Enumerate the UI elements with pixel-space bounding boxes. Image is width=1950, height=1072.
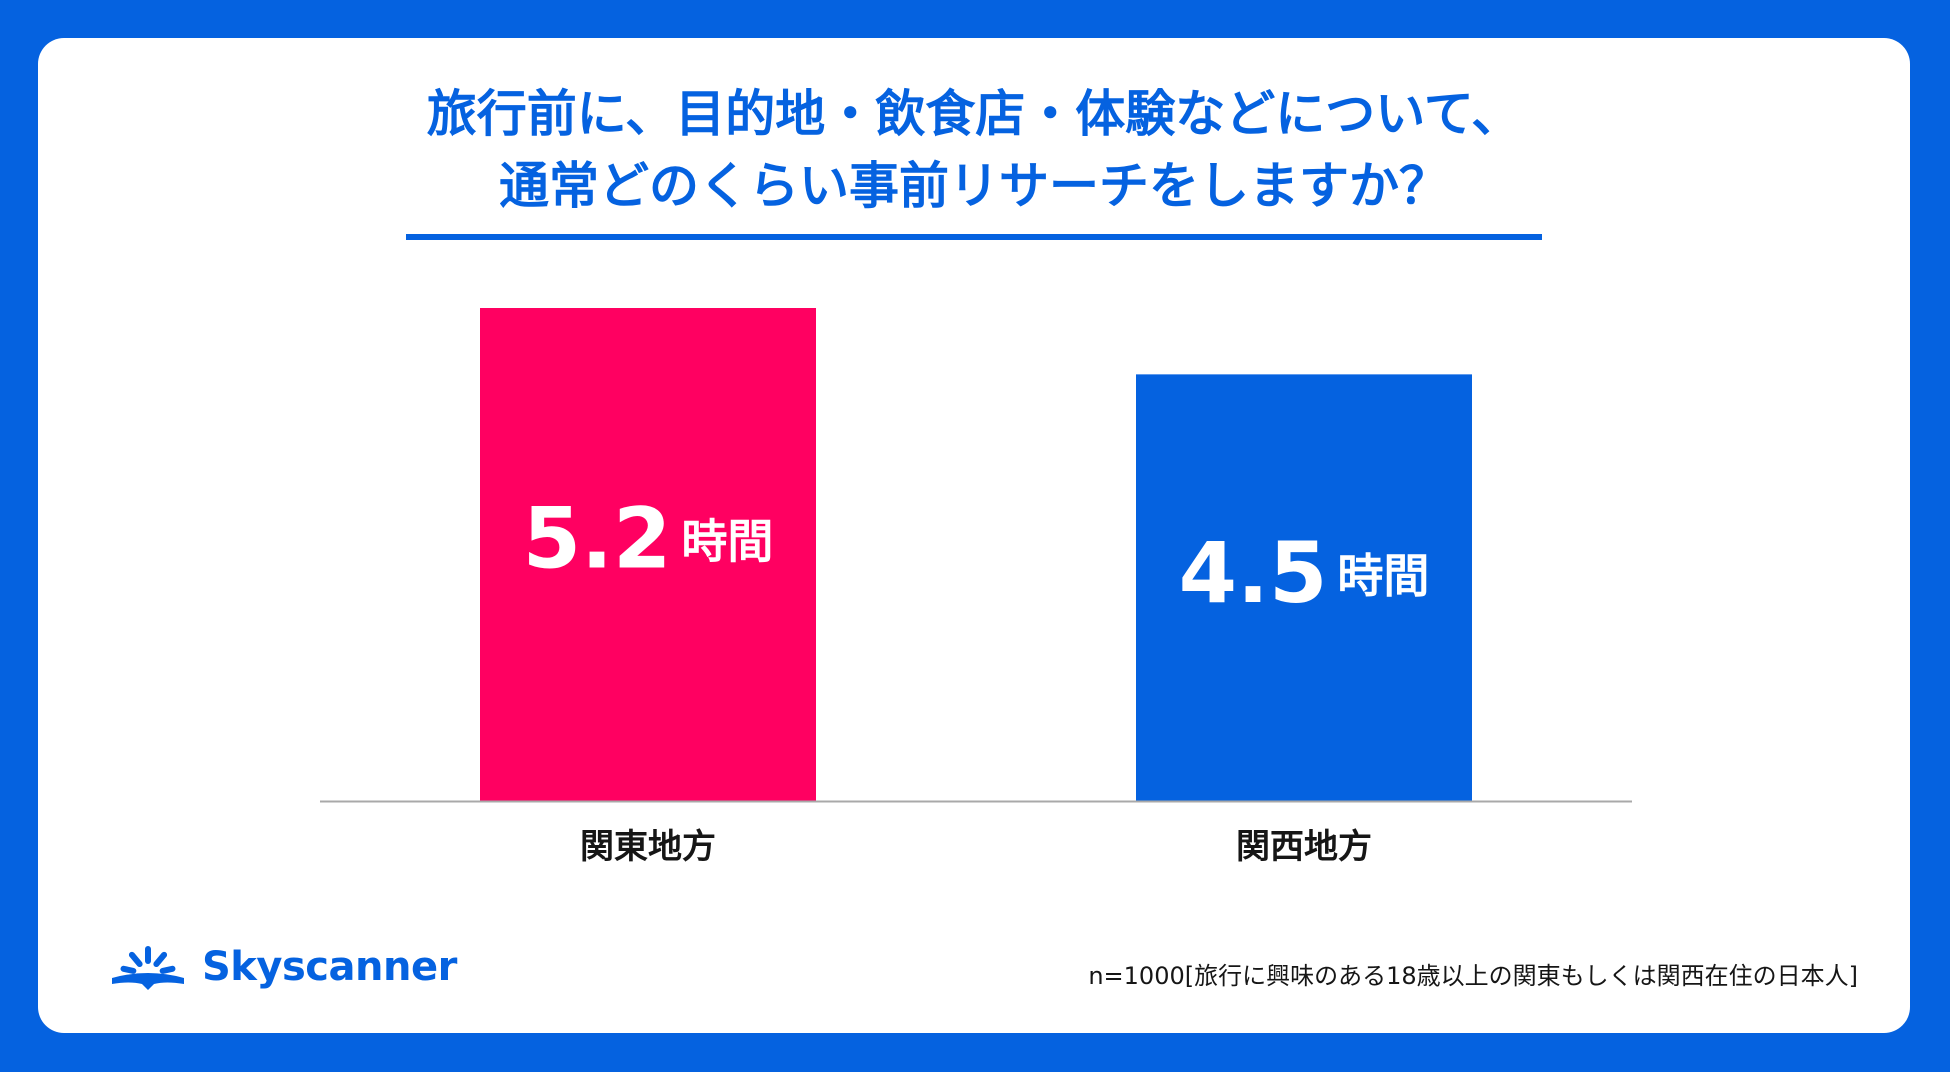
chart-title-line-2: 通常どのくらい事前リサーチをしますか？ bbox=[499, 157, 1449, 215]
category-label-2: 関西地方 bbox=[1236, 827, 1372, 867]
title-underline bbox=[406, 234, 1542, 240]
brand-name: Skyscanner bbox=[202, 944, 457, 990]
bar-value-label-1: 5.2 時間 bbox=[523, 490, 774, 588]
bar-value-label-2: 4.5 時間 bbox=[1179, 524, 1430, 622]
bar-2 bbox=[1136, 374, 1472, 801]
chart-card: 旅行前に、目的地・飲食店・体験などについて、 通常どのくらい事前リサーチをします… bbox=[38, 38, 1910, 1033]
brand-logo: Skyscanner bbox=[108, 944, 457, 990]
chart-title-line-1: 旅行前に、目的地・飲食店・体験などについて、 bbox=[426, 85, 1522, 143]
sample-footnote: n=1000[旅行に興味のある18歳以上の関東もしくは関西在住の日本人] bbox=[1088, 962, 1858, 990]
chart-title: 旅行前に、目的地・飲食店・体験などについて、 通常どのくらい事前リサーチをします… bbox=[38, 78, 1910, 222]
bar-1 bbox=[480, 308, 816, 801]
category-label-1: 関東地方 bbox=[580, 827, 716, 867]
skyscanner-sunrise-icon bbox=[112, 946, 184, 990]
